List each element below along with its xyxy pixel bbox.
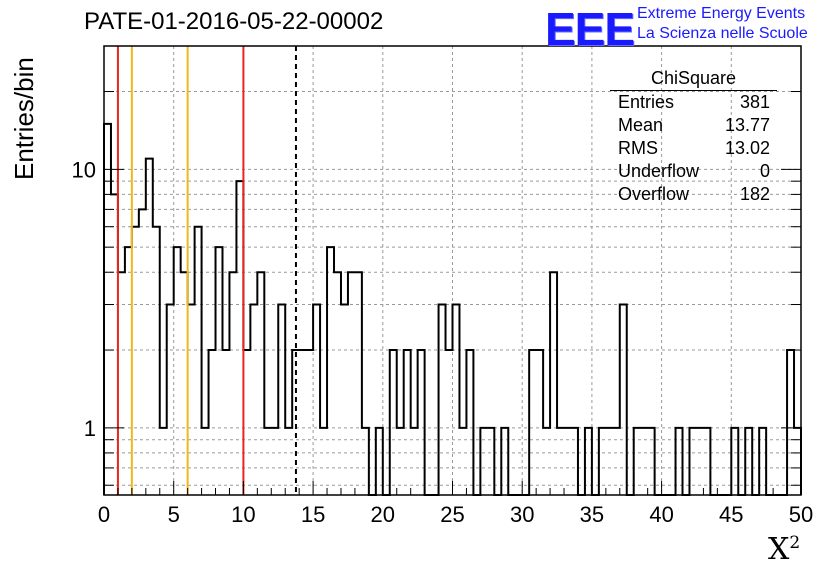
x-tick-label: 35 bbox=[580, 502, 604, 527]
x-tick-label: 45 bbox=[719, 502, 743, 527]
y-tick-label: 10 bbox=[72, 157, 96, 182]
stats-label: Underflow bbox=[618, 161, 700, 181]
x-tick-label: 0 bbox=[98, 502, 110, 527]
logo-line-1: Extreme Energy Events bbox=[637, 5, 806, 22]
stats-row-underflow: Underflow 0 bbox=[618, 161, 770, 184]
stats-row-entries: Entries 381 bbox=[618, 92, 770, 115]
x-tick-label: 5 bbox=[168, 502, 180, 527]
stats-label: Entries bbox=[618, 92, 675, 112]
stats-label: RMS bbox=[618, 138, 658, 158]
logo-line-2: La Scienza nelle Scuole bbox=[637, 25, 808, 42]
y-axis-label-wrap: Entries/bin bbox=[6, 57, 46, 200]
stats-box: ChiSquare Entries 381 Mean 13.77 RMS 13.… bbox=[610, 64, 777, 209]
x-tick-label: 20 bbox=[371, 502, 395, 527]
y-tick-label: 1 bbox=[84, 416, 96, 441]
stats-label: Overflow bbox=[618, 184, 690, 204]
stats-title-underline bbox=[610, 90, 777, 91]
stats-label: Mean bbox=[618, 115, 664, 135]
eee-logo: EEE bbox=[545, 3, 635, 55]
stats-row-rms: RMS 13.02 bbox=[618, 138, 770, 161]
stats-row-overflow: Overflow 182 bbox=[618, 184, 770, 207]
x-tick-label: 10 bbox=[231, 502, 255, 527]
x-tick-label: 30 bbox=[510, 502, 534, 527]
x-axis-label-superscript: 2 bbox=[789, 533, 801, 553]
stats-value: 13.02 bbox=[724, 138, 770, 158]
stats-row-mean: Mean 13.77 bbox=[618, 115, 770, 138]
x-axis-label: X2 bbox=[768, 532, 800, 567]
stats-value: 0 bbox=[759, 161, 770, 181]
stats-value: 381 bbox=[739, 92, 770, 112]
x-tick-label: 40 bbox=[649, 502, 673, 527]
stats-title: ChiSquare bbox=[650, 68, 737, 88]
stats-value: 182 bbox=[739, 184, 770, 204]
stats-value: 13.77 bbox=[724, 115, 770, 135]
y-axis-label: Entries/bin bbox=[9, 57, 39, 180]
x-tick-label: 15 bbox=[301, 502, 325, 527]
x-tick-label: 25 bbox=[440, 502, 464, 527]
chart-title: PATE-01-2016-05-22-00002 bbox=[84, 8, 384, 35]
x-axis-label-base: X bbox=[768, 532, 790, 567]
x-tick-label: 50 bbox=[789, 502, 813, 527]
